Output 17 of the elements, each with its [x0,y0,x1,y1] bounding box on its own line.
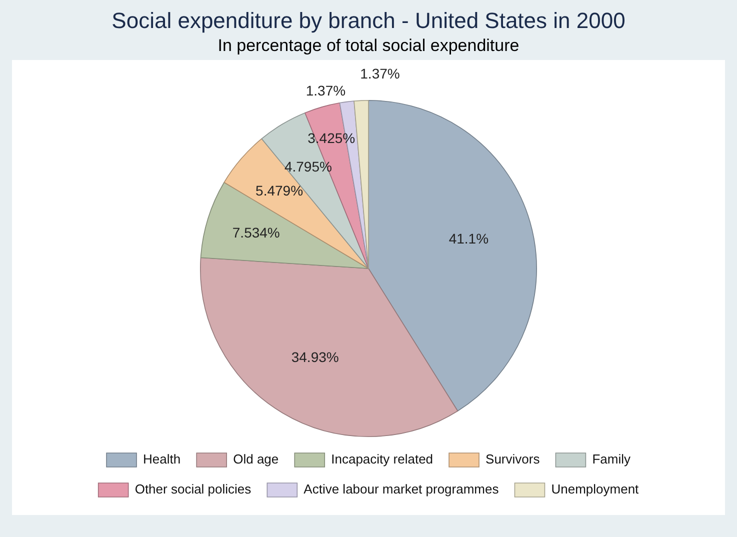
data-label: 3.425% [308,130,356,146]
data-label: 5.479% [256,182,304,199]
data-label: 1.37% [360,65,400,82]
legend-label: Family [592,452,631,467]
data-label: 7.534% [232,224,280,240]
chart-subtitle: In percentage of total social expenditure [216,36,520,56]
legend-label: Survivors [486,452,540,467]
legend-label: Incapacity related [331,452,434,467]
legend-label: Unemployment [551,482,640,497]
legend-label: Other social policies [134,482,252,497]
legend-label: Old age [233,452,279,467]
data-label: 1.37% [306,82,346,99]
data-label: 41.1% [448,230,489,247]
chart-title: Social expenditure by branch - United States in 2000 [110,8,626,34]
legend-label: Health [143,452,181,467]
data-label: 34.93% [291,348,339,365]
legend-label: Active labour market programmes [304,482,500,497]
